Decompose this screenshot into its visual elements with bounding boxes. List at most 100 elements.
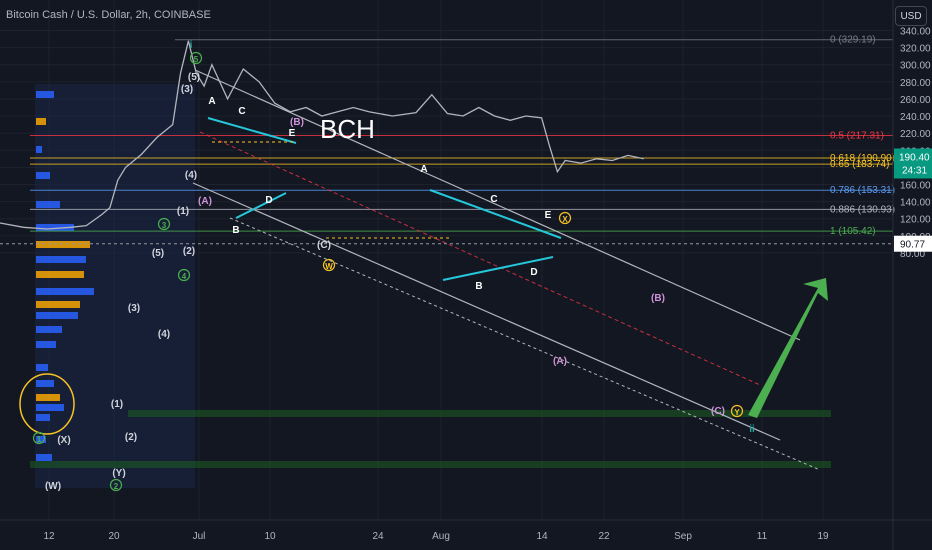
crosshair-price-badge <box>894 235 932 252</box>
price-series <box>0 40 644 230</box>
wave-label: 3 <box>162 221 167 230</box>
x-tick-label: Aug <box>432 531 450 542</box>
channel-upper-line <box>194 69 801 341</box>
volume-profile-bar <box>36 312 78 319</box>
currency-button[interactable]: USD <box>895 6 927 26</box>
x-tick-label: 14 <box>536 531 548 542</box>
wave-label: (4) <box>158 329 170 340</box>
volume-profile-bar <box>36 404 64 411</box>
fib-level-label: 0.618 (190.90) <box>830 153 895 164</box>
fib-level-label: 0.886 (130.93) <box>830 204 895 215</box>
wave-label: W <box>325 262 333 271</box>
fib-level-label: 1 (105.42) <box>830 226 876 237</box>
y-tick-label: 280.00 <box>900 78 931 89</box>
volume-profile-bar <box>36 301 80 308</box>
y-tick-label: 160.00 <box>900 180 931 191</box>
wave-label: (2) <box>183 246 195 257</box>
y-tick-label: 300.00 <box>900 61 931 72</box>
wave-label-circle <box>322 258 336 272</box>
wave-label: (1) <box>177 206 189 217</box>
y-tick-label: 220.00 <box>900 129 931 140</box>
x-tick-label: 12 <box>43 531 55 542</box>
wave-label: A <box>420 164 427 175</box>
symbol-title: Bitcoin Cash / U.S. Dollar, 2h, COINBASE <box>6 9 211 21</box>
y-tick-label: 260.00 <box>900 95 931 106</box>
wave-label: E <box>289 128 296 139</box>
wave-label: E <box>545 210 552 221</box>
forecast-arrow <box>748 278 828 418</box>
wave-label-circle <box>109 478 123 492</box>
bar-countdown: 24:31 <box>902 165 927 176</box>
wave-label-circle <box>730 404 744 418</box>
wave-label: C <box>238 106 245 117</box>
wave-label: B <box>232 225 239 236</box>
wave-label: Y <box>734 408 740 417</box>
x-tick-label: Sep <box>674 531 692 542</box>
wave-label: 5 <box>194 55 199 64</box>
volume-profile-bar <box>36 414 50 421</box>
wave-label: 1 <box>37 435 42 444</box>
wave-label: 2 <box>114 482 119 491</box>
wave-label-circle <box>189 51 203 65</box>
volume-profile-bar <box>36 146 42 153</box>
fib-level-label: 0 (329.19) <box>830 35 876 46</box>
chart-title: BCH <box>320 114 375 144</box>
volume-profile-panel <box>35 84 195 488</box>
wave-label: (W) <box>45 481 61 492</box>
wave-label-circle <box>32 431 46 445</box>
y-tick-label: 240.00 <box>900 112 931 123</box>
volume-profile-bar <box>36 326 62 333</box>
volume-profile-bar <box>36 201 60 208</box>
wave-label: (4) <box>185 170 197 181</box>
wave-label: (C) <box>711 406 725 417</box>
volume-profile-bar <box>36 380 54 387</box>
volume-profile-bar <box>36 394 60 401</box>
wave-label: B <box>475 281 482 292</box>
wave-label: (C) <box>317 240 331 251</box>
wave-label: (Y) <box>112 468 125 479</box>
y-tick-label: 120.00 <box>900 215 931 226</box>
wave-label-circle <box>558 211 572 225</box>
y-tick-label: 320.00 <box>900 44 931 55</box>
wave-label: (A) <box>198 196 212 207</box>
volume-profile-bar <box>36 454 52 461</box>
wave-label-circle <box>177 268 191 282</box>
wave-labels: i5(5)(3)(4)(A)(1)3(2)4(5)(3)(4)(1)(2)(Y)… <box>32 40 755 492</box>
y-tick-label: 340.00 <box>900 27 931 38</box>
volume-profile-bar <box>36 224 74 231</box>
wave-label: (5) <box>152 248 164 259</box>
volume-profile-bar <box>36 118 46 125</box>
fib-level-label: 0.786 (153.31) <box>830 185 895 196</box>
volume-profile-bar <box>36 241 90 248</box>
wave-label: i <box>190 40 193 51</box>
volume-profile-bar <box>36 288 94 295</box>
fib-level-label: 0.65 (183.74) <box>830 159 890 170</box>
drawing-tools: 0 (329.19) 0.5 (217.31) 0.618 (190.90)0.65… <box>0 35 895 471</box>
wave-label: D <box>530 267 537 278</box>
y-tick-label: 140.00 <box>900 198 931 209</box>
wave-label: (5) <box>188 72 200 83</box>
volume-profile-bar <box>36 256 86 263</box>
wave-label: ii <box>749 424 755 435</box>
wave-label: (B) <box>651 293 665 304</box>
y-tick-label: 80.00 <box>900 249 925 260</box>
support-zone <box>128 410 831 417</box>
wave-label: (1) <box>111 399 123 410</box>
x-tick-label: 19 <box>817 531 829 542</box>
triangle-lower-line <box>235 192 287 219</box>
x-tick-label: 24 <box>372 531 384 542</box>
highlight-circle <box>19 373 75 435</box>
x-tick-label: Jul <box>193 531 206 542</box>
x-tick-label: 20 <box>108 531 120 542</box>
last-price-value: 190.40 <box>899 152 930 163</box>
last-price-badge <box>894 148 932 179</box>
wave-label: (X) <box>57 435 70 446</box>
wave-label: A <box>208 96 215 107</box>
x-tick-label: 22 <box>598 531 610 542</box>
wave-label: 4 <box>182 272 187 281</box>
channel-midline <box>199 131 761 386</box>
volume-profile-bar <box>36 436 46 443</box>
wave-label: (A) <box>553 356 567 367</box>
volume-profile-bar <box>36 364 48 371</box>
